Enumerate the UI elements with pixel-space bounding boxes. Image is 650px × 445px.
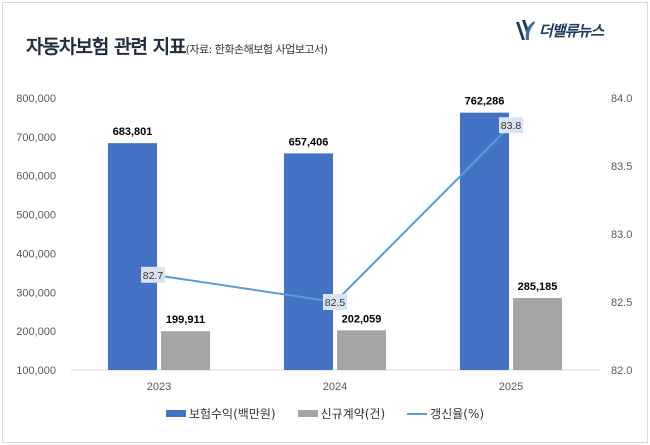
bar-revenue: [460, 112, 509, 371]
bar-contracts: [513, 298, 562, 370]
legend-label: 갱신율(%): [430, 407, 485, 421]
line-label-bg: [499, 117, 523, 134]
bar-contracts: [337, 330, 386, 370]
bar-revenue: [284, 153, 333, 370]
legend-item-contracts: 신규계약(건): [297, 405, 386, 422]
y-right-tick: 83.0: [611, 229, 632, 241]
x-tick-label: 2025: [499, 381, 523, 393]
title-text: 자동차보험 관련 지표: [26, 36, 187, 58]
y-left-tick: 100,000: [16, 365, 56, 377]
y-right-tick: 82.5: [611, 297, 632, 309]
data-label: 202,059: [342, 313, 382, 325]
data-label: 285,185: [518, 281, 558, 293]
legend: 보험수익(백만원) 신규계약(건) 갱신율(%): [0, 405, 650, 422]
bar-revenue: [108, 143, 157, 370]
y-left-tick: 500,000: [16, 210, 56, 222]
y-left-tick: 600,000: [16, 171, 56, 183]
data-label: 762,286: [465, 96, 505, 108]
source-text: (자료: 한화손해보험 사업보고서): [185, 43, 328, 56]
y-left-tick: 200,000: [16, 326, 56, 338]
legend-item-revenue: 보험수익(백만원): [165, 405, 276, 422]
x-tick-label: 2023: [147, 381, 171, 393]
legend-item-renewal: 갱신율(%): [407, 405, 484, 422]
logo-text: 더밸류뉴스: [539, 21, 604, 40]
data-label: 657,406: [289, 136, 329, 148]
data-label: 199,911: [166, 314, 205, 326]
bar-contracts: [161, 331, 210, 370]
line-data-label: 83.8: [501, 120, 522, 132]
y-right-tick: 84.0: [611, 93, 632, 105]
line-data-label: 82.7: [143, 270, 164, 282]
legend-swatch: [407, 412, 428, 415]
line-label-bg: [323, 294, 347, 310]
y-left-tick: 800,000: [16, 93, 56, 105]
legend-swatch: [297, 410, 318, 417]
chart-title: 자동차보험 관련 지표(자료: 한화손해보험 사업보고서): [26, 32, 328, 59]
y-left-tick: 700,000: [16, 132, 56, 144]
x-tick-label: 2024: [323, 381, 347, 393]
legend-label: 신규계약(건): [320, 407, 386, 421]
y-left-tick: 300,000: [16, 287, 56, 299]
logo: 더밸류뉴스: [514, 18, 604, 42]
y-left-tick: 400,000: [16, 248, 56, 260]
line-label-bg: [141, 266, 165, 283]
line-data-label: 82.5: [325, 297, 346, 309]
logo-icon: [516, 20, 535, 40]
legend-label: 보험수익(백만원): [188, 407, 276, 421]
y-right-tick: 83.5: [611, 161, 632, 173]
legend-swatch: [165, 410, 186, 417]
y-right-tick: 82.0: [611, 365, 632, 377]
data-label: 683,801: [113, 126, 153, 138]
